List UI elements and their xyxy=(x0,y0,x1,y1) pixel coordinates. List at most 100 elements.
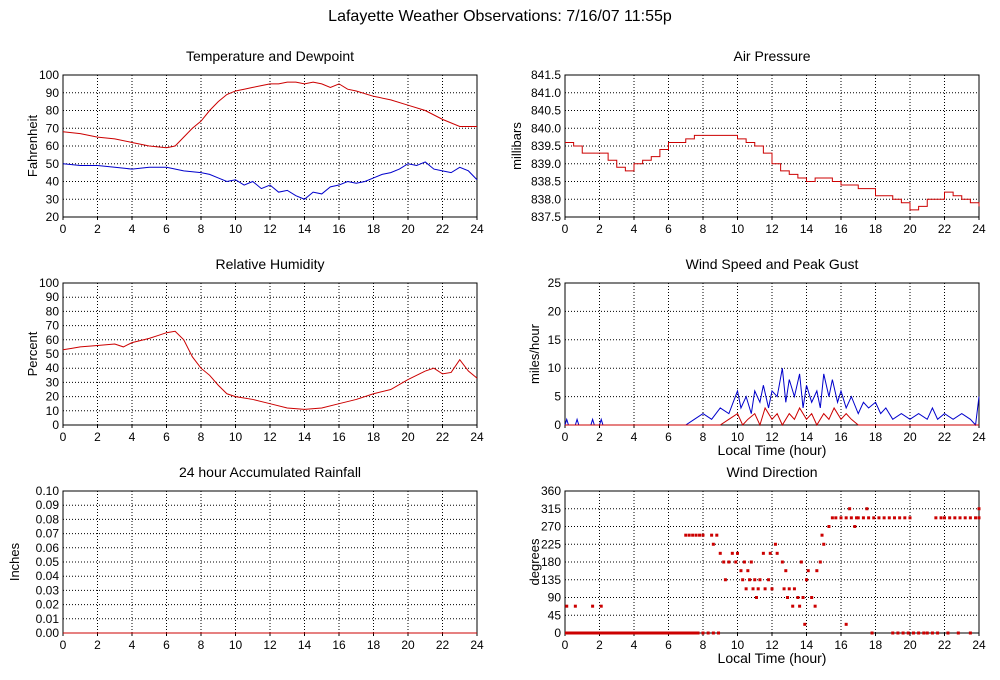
y-tick-label: 40 xyxy=(46,361,60,375)
scatter-point xyxy=(711,542,715,546)
x-tick-label: 18 xyxy=(367,222,381,236)
scatter-point xyxy=(751,587,755,591)
scatter-point xyxy=(599,604,603,608)
scatter-point xyxy=(887,516,891,520)
y-tick-label: 90 xyxy=(548,591,562,605)
x-tick-label: 20 xyxy=(401,430,415,444)
y-tick-label: 30 xyxy=(46,192,60,206)
series-line-temp-0 xyxy=(62,81,477,149)
x-tick-label: 24 xyxy=(972,222,986,236)
x-tick-label: 4 xyxy=(129,430,136,444)
scatter-point xyxy=(820,533,824,537)
x-tick-label: 22 xyxy=(938,222,952,236)
scatter-point xyxy=(906,631,910,635)
y-axis-label-direction: degrees xyxy=(527,538,542,585)
scatter-point xyxy=(787,587,791,591)
scatter-point xyxy=(805,578,808,582)
chart-title-pressure: Air Pressure xyxy=(733,48,810,64)
page-title: Lafayette Weather Observations: 7/16/07 … xyxy=(328,8,672,25)
y-tick-label: 0 xyxy=(554,418,561,432)
y-tick-label: 841.5 xyxy=(531,68,561,82)
y-tick-label: 839.0 xyxy=(531,157,561,171)
x-tick-label: 10 xyxy=(731,222,745,236)
scatter-point xyxy=(968,516,972,520)
x-tick-label: 18 xyxy=(869,222,883,236)
y-tick-label: 25 xyxy=(548,276,562,290)
x-tick-label: 12 xyxy=(263,638,277,652)
scatter-point xyxy=(754,596,758,599)
y-tick-label: 837.5 xyxy=(531,210,561,224)
x-tick-label: 12 xyxy=(263,430,277,444)
scatter-point xyxy=(782,587,786,591)
scatter-point xyxy=(948,516,952,520)
scatter-point xyxy=(865,507,869,511)
x-tick-label: 12 xyxy=(765,222,779,236)
scatter-point xyxy=(936,631,940,635)
scatter-point xyxy=(839,516,843,520)
y-tick-label: 838.0 xyxy=(531,192,561,206)
scatter-point xyxy=(861,516,865,520)
y-tick-label: 10 xyxy=(548,361,562,375)
scatter-point xyxy=(958,516,962,520)
y-tick-label: 20 xyxy=(46,390,60,404)
scatter-point xyxy=(798,604,802,608)
x-tick-label: 18 xyxy=(367,430,381,444)
y-tick-label: 0.06 xyxy=(36,541,60,555)
y-tick-label: 0.01 xyxy=(36,612,60,626)
scatter-point xyxy=(917,631,921,635)
scatter-point xyxy=(870,631,874,635)
y-tick-label: 840.0 xyxy=(531,121,561,135)
y-axis-label-temp: Fahrenheit xyxy=(25,115,40,178)
y-tick-label: 60 xyxy=(46,139,60,153)
x-tick-label: 4 xyxy=(631,430,638,444)
scatter-point xyxy=(796,596,800,599)
x-tick-label: 6 xyxy=(665,638,672,652)
y-tick-label: 5 xyxy=(554,390,561,404)
x-tick-label: 10 xyxy=(229,222,243,236)
scatter-point xyxy=(946,631,950,635)
y-tick-label: 90 xyxy=(46,86,60,100)
x-tick-label: 6 xyxy=(163,430,170,444)
x-tick-label: 0 xyxy=(562,638,569,652)
y-tick-label: 0.09 xyxy=(36,498,60,512)
x-axis-label-direction: Local Time (hour) xyxy=(718,650,827,666)
scatter-point xyxy=(810,596,814,599)
y-tick-label: 30 xyxy=(46,375,60,389)
x-tick-label: 24 xyxy=(972,638,986,652)
x-tick-label: 22 xyxy=(436,638,450,652)
scatter-point xyxy=(822,542,826,546)
chart-title-humidity: Relative Humidity xyxy=(216,256,325,272)
scatter-point xyxy=(775,551,779,555)
x-tick-label: 10 xyxy=(229,638,243,652)
scatter-point xyxy=(746,569,750,573)
y-tick-label: 0.05 xyxy=(36,555,60,569)
scatter-point xyxy=(877,516,881,520)
x-tick-label: 24 xyxy=(470,430,484,444)
y-tick-label: 0.04 xyxy=(36,569,60,583)
scatter-point xyxy=(844,622,848,626)
scatter-point xyxy=(977,507,981,511)
y-tick-label: 0.03 xyxy=(36,583,60,597)
scatter-point xyxy=(882,516,886,520)
x-tick-label: 0 xyxy=(60,222,67,236)
chart-title-wind: Wind Speed and Peak Gust xyxy=(686,256,859,272)
x-tick-label: 20 xyxy=(903,638,917,652)
x-tick-label: 2 xyxy=(596,638,603,652)
x-tick-label: 24 xyxy=(972,430,986,444)
x-tick-label: 14 xyxy=(298,222,312,236)
scatter-point xyxy=(730,551,734,555)
x-tick-label: 8 xyxy=(198,638,205,652)
scatter-point xyxy=(718,551,722,555)
scatter-point xyxy=(815,569,819,573)
x-tick-label: 4 xyxy=(631,638,638,652)
y-axis-label-wind: miles/hour xyxy=(527,323,542,384)
y-tick-label: 135 xyxy=(541,573,561,587)
y-tick-label: 0.08 xyxy=(36,512,60,526)
x-tick-label: 22 xyxy=(938,638,952,652)
y-tick-label: 838.5 xyxy=(531,175,561,189)
scatter-point xyxy=(736,551,739,555)
x-tick-label: 16 xyxy=(834,222,848,236)
